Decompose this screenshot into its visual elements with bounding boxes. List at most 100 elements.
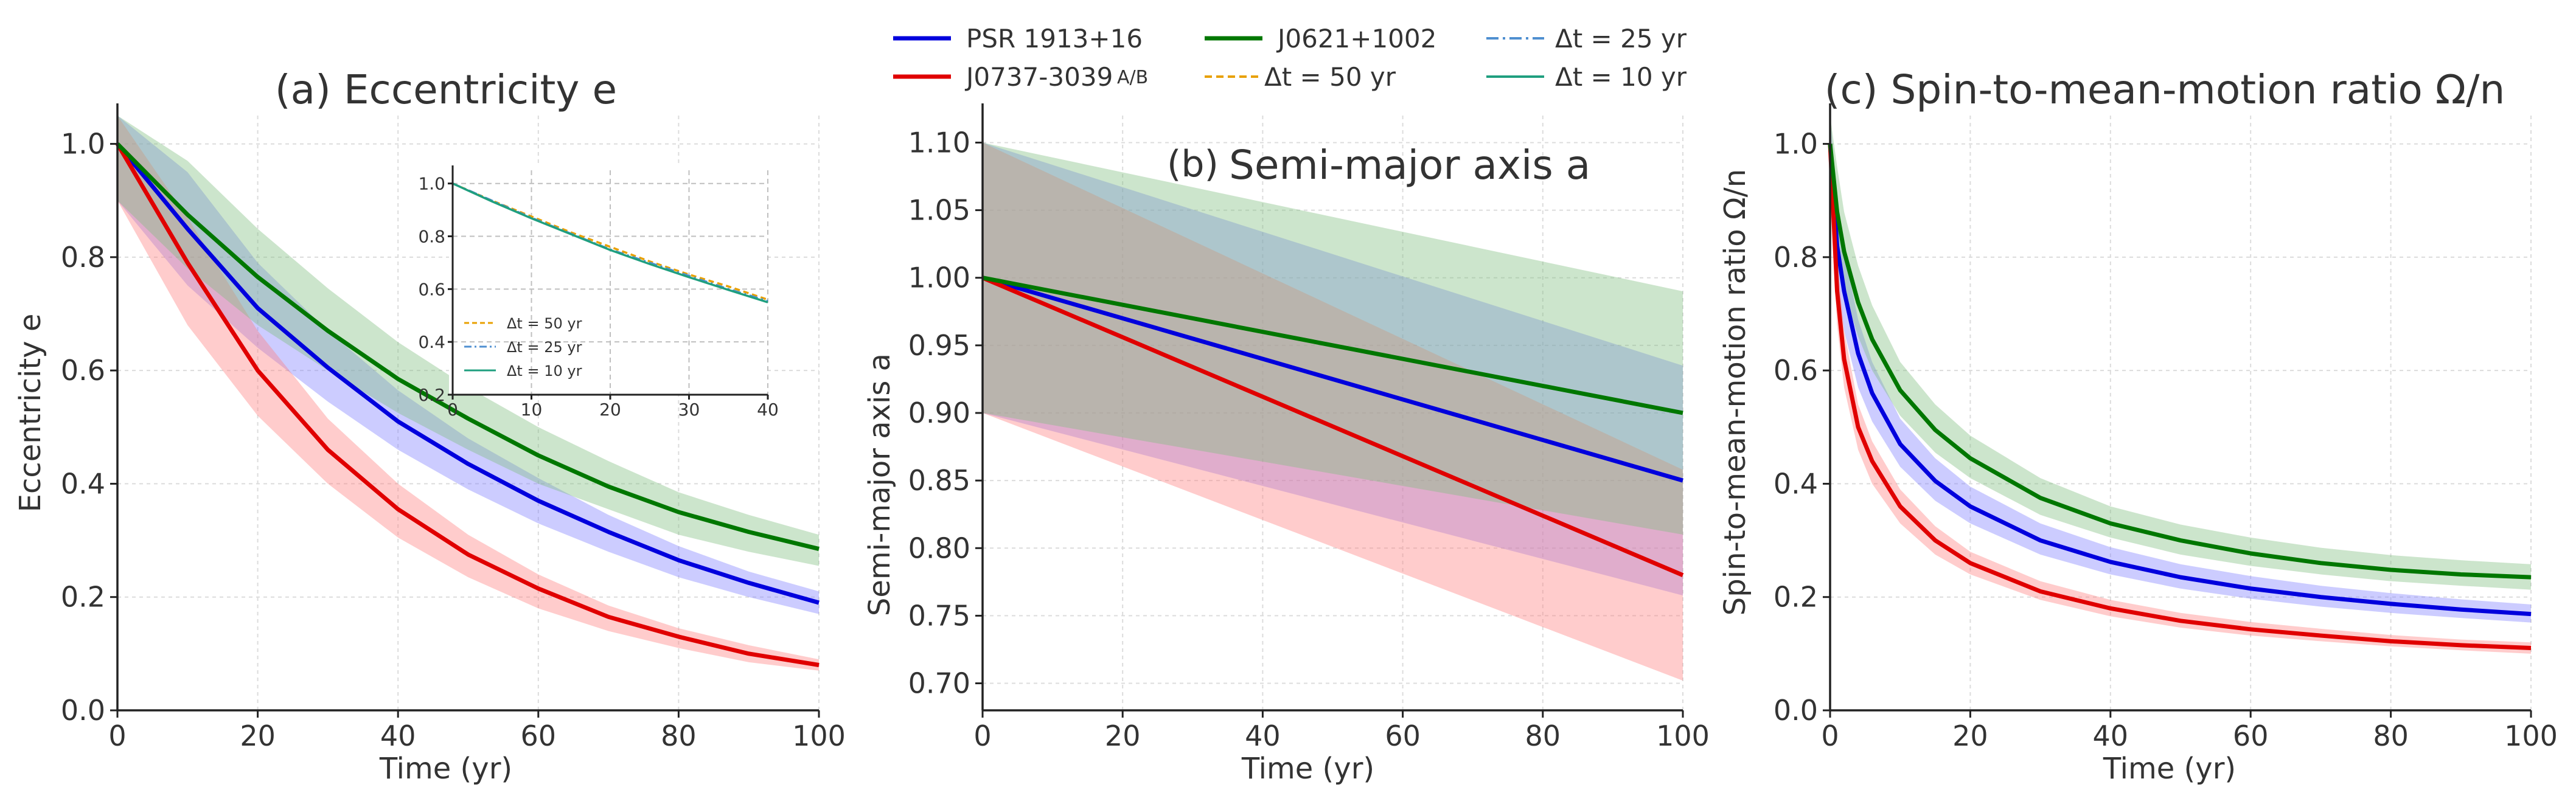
band-j0737 xyxy=(117,116,819,671)
inset-tick-label-x: 0 xyxy=(447,400,458,420)
panel-c-title: (c) Spin-to-mean-motion ratio Ω/n xyxy=(1825,66,2505,113)
tick-label-x: 60 xyxy=(521,719,557,752)
panel-semi-major-axis: 0 20 40 60 80 100 0.70 0.75 0.80 0.85 0.90 0.95 1.00… xyxy=(863,103,1710,786)
panel-a-bands xyxy=(117,116,819,671)
series-line-j0737 xyxy=(1828,144,2532,651)
tick-label-x: 40 xyxy=(1245,719,1281,752)
panel-spin-ratio: (c) Spin-to-mean-motion ratio Ω/n 0 20 40 6… xyxy=(1718,66,2558,786)
panel-a-lines xyxy=(115,142,820,667)
legend-entry-psr: PSR 1913+16 xyxy=(893,24,1143,54)
tick-label-y: 1.05 xyxy=(908,194,970,227)
legend-label-j0737: J0737-3039 xyxy=(964,62,1113,92)
inset-lines xyxy=(452,182,768,303)
legend-label-dt10: Δt = 10 yr xyxy=(1555,62,1687,92)
panel-c-tick-labels: 0 20 40 60 80 100 0.0 0.2 0.4 0.6 0.8 1.0 xyxy=(1774,128,2558,752)
inset-legend-label-dt10: Δt = 10 yr xyxy=(507,362,582,379)
series-line-j0621 xyxy=(982,276,1683,415)
tick-label-x: 100 xyxy=(1656,719,1710,752)
tick-label-x: 80 xyxy=(661,719,697,752)
tick-label-y: 0.2 xyxy=(1774,581,1818,614)
tick-label-y: 1.0 xyxy=(61,128,105,161)
tick-label-y: 0.80 xyxy=(908,532,970,564)
band-psr xyxy=(983,142,1683,596)
inset-legend-label-dt25: Δt = 25 yr xyxy=(507,339,582,356)
panel-b-xlabel: Time (yr) xyxy=(1241,752,1374,786)
tick-label-x: 0 xyxy=(108,719,126,752)
eccentricity-inset: 0 10 20 30 40 0.2 0.4 0.6 0.8 1.0 Δt = 50 yr Δt =… xyxy=(418,164,779,420)
series-line-j0737 xyxy=(981,276,1684,577)
panel-b-tick-labels: 0 20 40 60 80 100 0.70 0.75 0.80 0.85 0.90 0.95 1.00… xyxy=(908,126,1710,752)
legend-entry-dt10: Δt = 10 yr xyxy=(1486,62,1687,92)
tick-label-x: 100 xyxy=(2504,719,2558,752)
tick-label-y: 0.4 xyxy=(1774,467,1818,500)
legend-label-j0621: J0621+1002 xyxy=(1276,24,1436,54)
panel-b-bands xyxy=(983,142,1683,681)
series-line-j0621 xyxy=(116,142,820,551)
legend-entry-dt25: Δt = 25 yr xyxy=(1486,24,1687,54)
tick-label-x: 80 xyxy=(1525,719,1561,752)
tick-label-x: 0 xyxy=(973,719,991,752)
tick-label-x: 60 xyxy=(2233,719,2269,752)
tick-label-x: 100 xyxy=(792,719,846,752)
tick-label-y: 1.10 xyxy=(908,126,970,159)
tick-label-y: 1.0 xyxy=(1774,128,1818,161)
tick-label-y: 0.0 xyxy=(61,694,105,727)
panel-c-lines xyxy=(1828,144,2532,651)
series-line-psr xyxy=(1828,144,2532,617)
panel-a-title: (a) Eccentricity e xyxy=(275,66,617,113)
tick-label-y: 0.6 xyxy=(61,354,105,387)
panel-c-ylabel: Spin-to-mean-motion ratio Ω/n xyxy=(1718,169,1752,615)
panel-a-ylabel: Eccentricity e xyxy=(13,314,47,513)
panel-c-bands xyxy=(1830,116,2531,654)
inset-tick-label-x: 40 xyxy=(757,400,779,420)
inset-background xyxy=(449,164,767,395)
panel-eccentricity: (a) Eccentricity e 0 20 40 60 80 1000.00.20.4… xyxy=(13,66,846,786)
inset-tick-label-y: 0.2 xyxy=(418,385,445,405)
band-j0621 xyxy=(117,116,819,566)
legend-entry-dt50: Δt = 50 yr xyxy=(1205,62,1396,92)
tick-label-y: 0.8 xyxy=(1774,241,1818,274)
band-j0737 xyxy=(983,142,1683,681)
tick-label-x: 40 xyxy=(380,719,416,752)
tick-label-y: 0.85 xyxy=(908,464,970,497)
legend-label-dt25: Δt = 25 yr xyxy=(1555,24,1687,54)
panel-c-axes xyxy=(1823,103,2532,718)
tick-label-y: 0.2 xyxy=(61,581,105,614)
inset-axes xyxy=(448,165,769,400)
panel-c-xlabel: Time (yr) xyxy=(2103,752,2236,786)
inset-tick-label-y: 0.8 xyxy=(418,227,445,247)
panel-b-ylabel: Semi-major axis a xyxy=(863,353,897,616)
panel-a-xlabel: Time (yr) xyxy=(379,752,512,786)
legend-entry-j0737: J0737-3039 A/B xyxy=(893,62,1148,92)
inset-tick-label-y: 0.4 xyxy=(418,332,445,352)
tick-label-x: 40 xyxy=(2093,719,2129,752)
tick-label-y: 0.0 xyxy=(1774,694,1818,727)
legend-label-j0737-sub: A/B xyxy=(1117,67,1148,88)
tick-label-y: 0.8 xyxy=(61,241,105,274)
panel-b-title: Semi-major axis a xyxy=(1229,142,1590,189)
tick-label-y: 1.00 xyxy=(908,262,970,294)
tick-label-y: 0.95 xyxy=(908,329,970,362)
panel-a-axes xyxy=(110,103,820,718)
legend-entry-j0621: J0621+1002 xyxy=(1205,24,1436,54)
legend-label-psr: PSR 1913+16 xyxy=(966,24,1143,54)
series-line-j0621 xyxy=(1828,144,2532,580)
panel-b-title-prefix: (b) xyxy=(1167,143,1219,185)
inset-tick-label-y: 0.6 xyxy=(418,279,445,299)
inset-tick-label-x: 30 xyxy=(678,400,700,420)
inset-tick-labels: 0 10 20 30 40 0.2 0.4 0.6 0.8 1.0 xyxy=(418,174,778,420)
tick-label-y: 0.75 xyxy=(908,599,970,632)
series-line-j0737 xyxy=(115,142,820,667)
inset-legend: Δt = 50 yr Δt = 25 yr Δt = 10 yr xyxy=(464,315,582,379)
legend-label-dt50: Δt = 50 yr xyxy=(1264,62,1396,92)
panel-b-lines xyxy=(981,276,1684,577)
band-j0621 xyxy=(983,142,1683,535)
tick-label-y: 0.90 xyxy=(908,397,970,429)
tick-label-x: 60 xyxy=(1385,719,1421,752)
tick-label-x: 80 xyxy=(2373,719,2409,752)
inset-series-line-dt10 xyxy=(452,182,768,303)
inset-tick-label-y: 1.0 xyxy=(418,174,445,194)
tick-label-y: 0.4 xyxy=(61,467,105,500)
